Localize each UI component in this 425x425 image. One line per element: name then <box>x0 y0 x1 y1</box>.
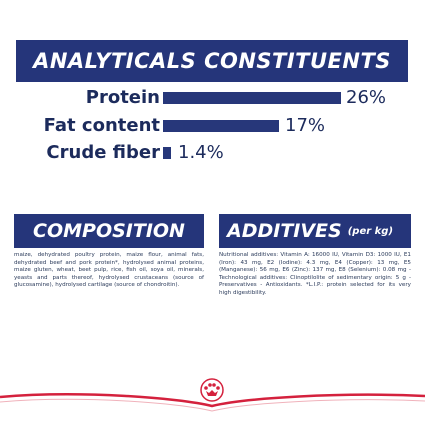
nutrient-bar <box>163 147 171 159</box>
composition-text: maize, dehydrated poultry protein, maize… <box>14 252 204 289</box>
additives-title: ADDITIVES <box>227 220 342 242</box>
composition-title: COMPOSITION <box>33 220 185 242</box>
nutrient-label: Protein <box>85 87 160 108</box>
brand-wave-footer <box>0 378 425 412</box>
nutrient-value: 26% <box>346 87 387 108</box>
nutrient-bar <box>163 92 341 104</box>
additives-header: ADDITIVES (per kg) <box>219 214 411 248</box>
royal-canin-crown-icon <box>200 378 224 402</box>
composition-header: COMPOSITION <box>14 214 204 248</box>
nutrient-row-protein: Protein 26% <box>0 86 425 110</box>
nutrient-bar <box>163 120 279 132</box>
analytical-constituents-banner: ANALYTICALS CONSTITUENTS <box>16 40 408 82</box>
additives-text: Nutritional additives: Vitamin A: 16000 … <box>219 252 411 296</box>
nutrient-value: 1.4% <box>178 142 224 163</box>
nutrient-row-fat: Fat content 17% <box>0 114 425 138</box>
nutrient-label: Fat content <box>43 115 160 136</box>
additives-title-suffix: (per kg) <box>347 225 394 237</box>
nutrient-value: 17% <box>285 115 326 136</box>
nutrient-label: Crude fiber <box>46 142 160 163</box>
nutrient-row-fiber: Crude fiber 1.4% <box>0 141 425 165</box>
